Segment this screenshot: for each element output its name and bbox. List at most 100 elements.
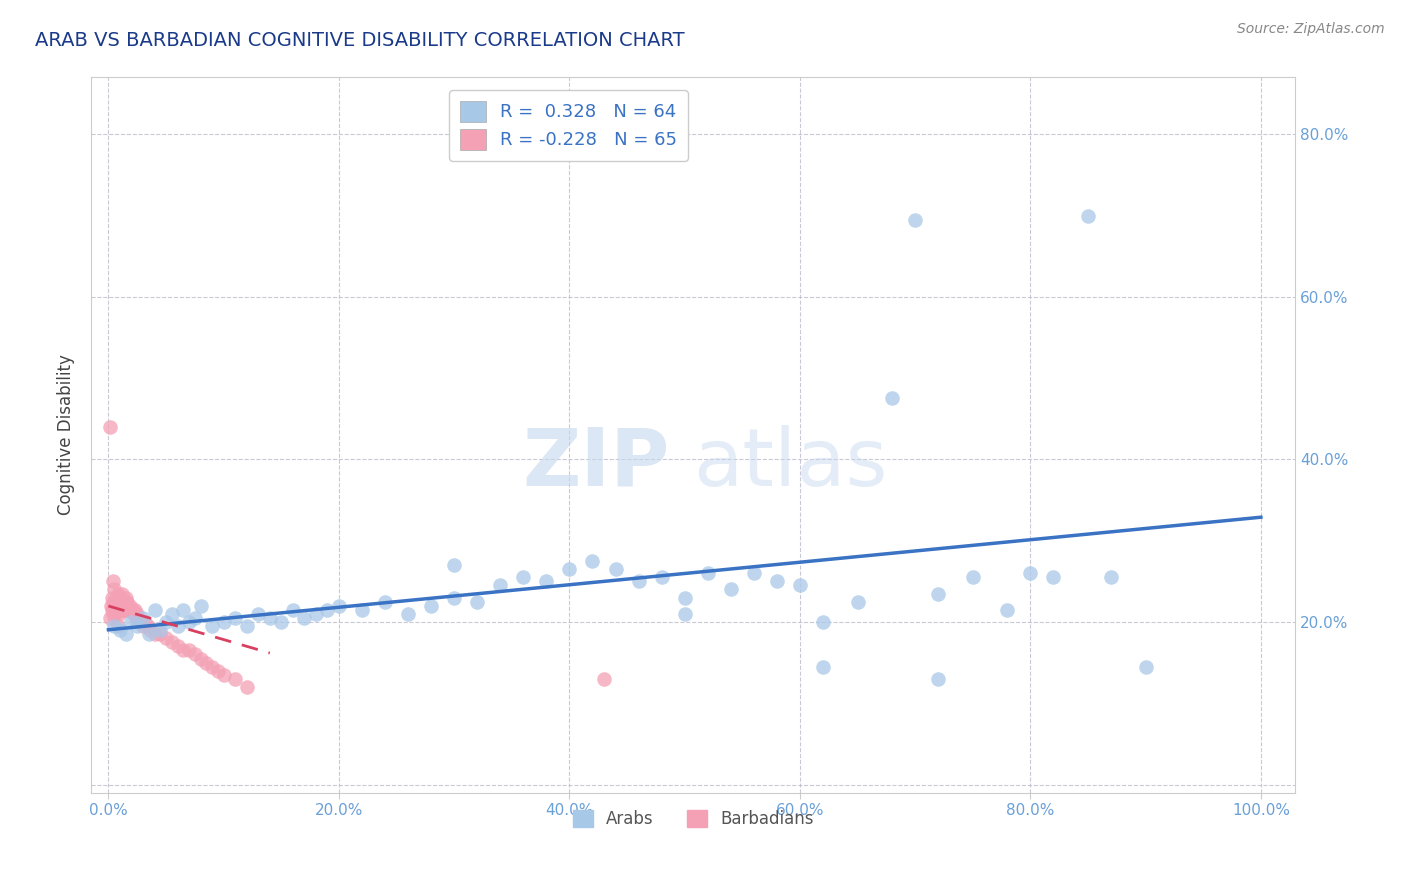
Point xyxy=(121,615,143,629)
Point xyxy=(927,586,949,600)
Point xyxy=(118,603,141,617)
Point xyxy=(443,558,465,573)
Point xyxy=(149,623,172,637)
Point xyxy=(247,607,270,621)
Point xyxy=(270,615,292,629)
Point xyxy=(673,591,696,605)
Point xyxy=(962,570,984,584)
Point xyxy=(696,566,718,581)
Point xyxy=(593,672,616,686)
Point xyxy=(112,595,135,609)
Point xyxy=(904,212,927,227)
Point xyxy=(207,664,229,678)
Point xyxy=(110,603,132,617)
Point xyxy=(114,591,136,605)
Point xyxy=(129,615,152,629)
Point xyxy=(316,603,339,617)
Point xyxy=(720,582,742,597)
Point xyxy=(1042,570,1064,584)
Point xyxy=(107,619,129,633)
Point xyxy=(132,611,155,625)
Y-axis label: Cognitive Disability: Cognitive Disability xyxy=(58,355,75,516)
Point xyxy=(443,591,465,605)
Point xyxy=(108,599,131,613)
Point xyxy=(100,599,122,613)
Point xyxy=(136,619,159,633)
Point xyxy=(673,607,696,621)
Point xyxy=(292,611,315,625)
Point xyxy=(536,574,558,589)
Point xyxy=(101,607,124,621)
Point xyxy=(108,591,131,605)
Point xyxy=(105,591,128,605)
Point xyxy=(927,672,949,686)
Point xyxy=(172,643,194,657)
Point xyxy=(179,643,201,657)
Point xyxy=(132,619,155,633)
Point xyxy=(103,599,125,613)
Point xyxy=(103,582,125,597)
Point xyxy=(328,599,350,613)
Point xyxy=(789,578,811,592)
Point xyxy=(766,574,789,589)
Point xyxy=(107,586,129,600)
Point xyxy=(108,595,131,609)
Point xyxy=(114,595,136,609)
Point xyxy=(166,619,188,633)
Point xyxy=(105,603,128,617)
Point xyxy=(166,640,188,654)
Text: atlas: atlas xyxy=(693,425,887,503)
Point xyxy=(995,603,1018,617)
Point xyxy=(104,603,127,617)
Point xyxy=(1077,209,1099,223)
Point xyxy=(114,627,136,641)
Point xyxy=(108,623,131,637)
Point xyxy=(121,603,143,617)
Point xyxy=(235,680,257,694)
Point xyxy=(143,603,166,617)
Point xyxy=(605,562,627,576)
Point xyxy=(139,623,162,637)
Point xyxy=(155,615,177,629)
Point xyxy=(107,595,129,609)
Point xyxy=(127,619,149,633)
Point xyxy=(111,586,134,600)
Point xyxy=(98,611,121,625)
Text: Source: ZipAtlas.com: Source: ZipAtlas.com xyxy=(1237,22,1385,37)
Point xyxy=(104,607,127,621)
Point xyxy=(155,632,177,646)
Point xyxy=(350,603,373,617)
Point xyxy=(1019,566,1042,581)
Point xyxy=(651,570,673,584)
Point xyxy=(811,615,834,629)
Point xyxy=(224,611,246,625)
Point xyxy=(465,595,488,609)
Point xyxy=(127,611,149,625)
Point xyxy=(1099,570,1122,584)
Point xyxy=(627,574,650,589)
Point xyxy=(124,603,146,617)
Point xyxy=(581,554,603,568)
Point xyxy=(101,574,124,589)
Point xyxy=(143,627,166,641)
Point xyxy=(1135,659,1157,673)
Point xyxy=(110,595,132,609)
Point xyxy=(212,668,235,682)
Point xyxy=(98,420,121,434)
Point xyxy=(396,607,419,621)
Point xyxy=(224,672,246,686)
Point xyxy=(811,659,834,673)
Point xyxy=(846,595,869,609)
Point xyxy=(172,603,194,617)
Point xyxy=(160,635,183,649)
Text: ZIP: ZIP xyxy=(522,425,669,503)
Point xyxy=(111,599,134,613)
Point xyxy=(138,627,160,641)
Point xyxy=(115,595,138,609)
Point xyxy=(742,566,765,581)
Point xyxy=(201,659,224,673)
Point xyxy=(103,619,125,633)
Point xyxy=(190,651,212,665)
Point xyxy=(125,611,148,625)
Text: ARAB VS BARBADIAN COGNITIVE DISABILITY CORRELATION CHART: ARAB VS BARBADIAN COGNITIVE DISABILITY C… xyxy=(35,31,685,50)
